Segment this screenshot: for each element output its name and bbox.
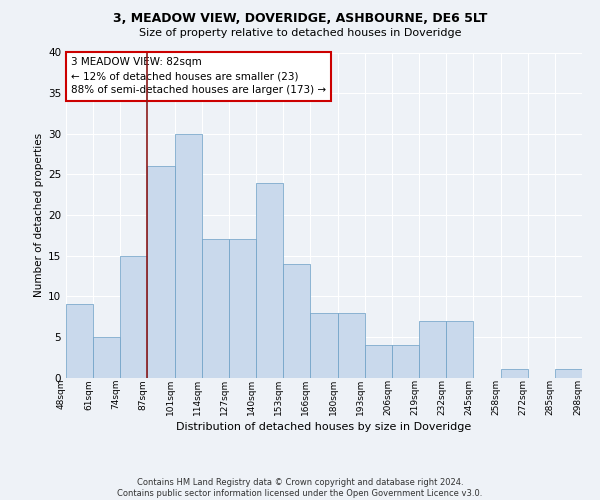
Text: 3, MEADOW VIEW, DOVERIDGE, ASHBOURNE, DE6 5LT: 3, MEADOW VIEW, DOVERIDGE, ASHBOURNE, DE… (113, 12, 487, 26)
Bar (229, 240, 256, 378)
Bar (392, 345, 419, 378)
Bar (419, 320, 446, 378)
Text: Size of property relative to detached houses in Doveridge: Size of property relative to detached ho… (139, 28, 461, 38)
Text: 3 MEADOW VIEW: 82sqm
← 12% of detached houses are smaller (23)
88% of semi-detac: 3 MEADOW VIEW: 82sqm ← 12% of detached h… (71, 58, 326, 96)
Y-axis label: Number of detached properties: Number of detached properties (34, 133, 44, 297)
Bar (500, 370, 527, 378)
X-axis label: Distribution of detached houses by size in Doveridge: Distribution of detached houses by size … (176, 422, 472, 432)
Bar (66, 304, 93, 378)
Bar (121, 256, 148, 378)
Bar (283, 264, 310, 378)
Bar (310, 312, 338, 378)
Bar (175, 134, 202, 378)
Bar (365, 345, 392, 378)
Bar (148, 166, 175, 378)
Bar (555, 370, 582, 378)
Bar (93, 337, 121, 378)
Bar (338, 312, 365, 378)
Bar (256, 182, 283, 378)
Bar (446, 320, 473, 378)
Bar (202, 240, 229, 378)
Text: Contains HM Land Registry data © Crown copyright and database right 2024.
Contai: Contains HM Land Registry data © Crown c… (118, 478, 482, 498)
